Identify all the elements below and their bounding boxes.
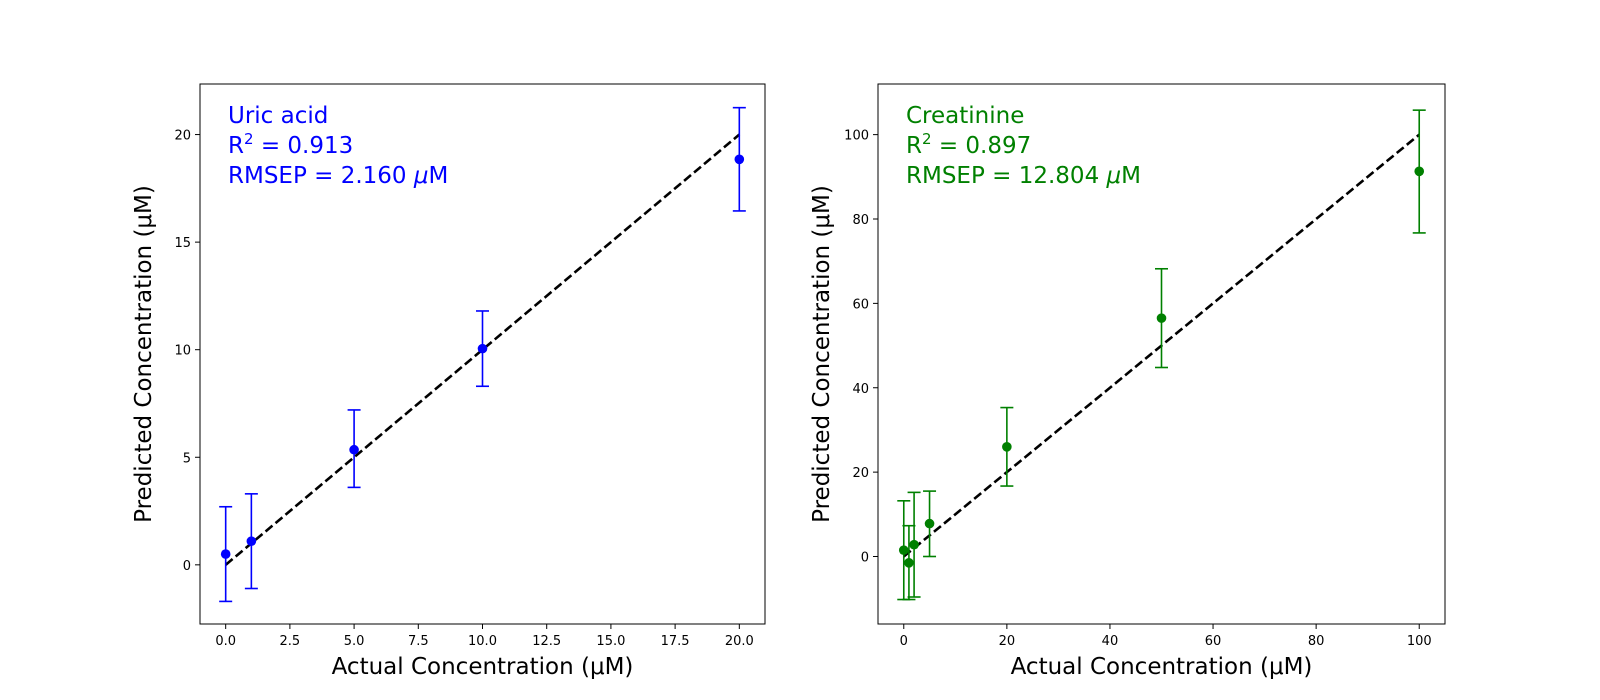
creatinine-axes-frame [877, 83, 1446, 625]
uric-acid-panel: 0.0 2.5 5.0 7.5 10.0 12.5 15.0 17.5 20.0 0 5 10 15 20… [131, 83, 766, 680]
uric-acid-x-tick-label: 10.0 [468, 634, 497, 649]
creatinine-annotation-rmsep: RMSEP = 12.804 μM [906, 163, 1141, 189]
uric-acid-data-point [349, 444, 359, 455]
uric-acid-y-tick-label: 5 [183, 451, 191, 466]
uric-acid-y-tick-label: 10 [174, 344, 191, 359]
uric-acid-r2-superscript: 2 [244, 130, 254, 148]
uric-acid-x-tick-label: 12.5 [532, 634, 561, 649]
creatinine-r2-label: R [906, 133, 922, 159]
uric-acid-y-axis-label: Predicted Concentration (μM) [131, 185, 157, 523]
uric-acid-x-tick-label: 17.5 [661, 634, 690, 649]
creatinine-data-point [1002, 442, 1012, 452]
uric-acid-annotation-r2: R2 = 0.913 [228, 130, 353, 159]
creatinine-rmsep-mu: μ [1106, 163, 1122, 189]
creatinine-y-axis-label: Predicted Concentration (μM) [809, 185, 835, 523]
creatinine-x-tick-label: 100 [1407, 634, 1432, 649]
uric-acid-r2-value: = 0.913 [254, 133, 354, 159]
creatinine-annotation-name: Creatinine [906, 103, 1024, 129]
creatinine-data-point [1156, 313, 1167, 323]
creatinine-data-point [924, 518, 935, 529]
uric-acid-y-tick-label: 15 [174, 236, 191, 251]
creatinine-r2-value: = 0.897 [932, 133, 1032, 159]
uric-acid-annotation-rmsep: RMSEP = 2.160 μM [228, 163, 448, 189]
creatinine-x-tick-label: 20 [999, 634, 1016, 649]
uric-acid-data-point [734, 154, 745, 165]
uric-acid-x-tick-label: 2.5 [280, 634, 301, 649]
uric-acid-y-tick-label: 20 [174, 129, 191, 144]
uric-acid-data-point [246, 536, 257, 546]
uric-acid-x-tick-label: 20.0 [725, 634, 754, 649]
creatinine-panel: 0 20 40 60 80 100 0 20 40 60 80 100 Actual Concentra… [809, 83, 1446, 680]
creatinine-y-tick-label: 100 [844, 129, 869, 144]
uric-acid-x-tick-label: 5.0 [344, 634, 365, 649]
uric-acid-rmsep-unit: M [429, 163, 449, 189]
uric-acid-ideal-line [224, 133, 741, 566]
uric-acid-x-tick-label: 0.0 [215, 634, 236, 649]
creatinine-y-tick-label: 20 [852, 466, 869, 481]
creatinine-x-tick-label: 60 [1205, 634, 1222, 649]
creatinine-data-point [904, 558, 914, 568]
uric-acid-x-tick-label: 15.0 [596, 634, 625, 649]
uric-acid-annotation-name: Uric acid [228, 103, 328, 129]
creatinine-data-point [1414, 166, 1425, 177]
creatinine-y-tick-label: 40 [852, 382, 869, 397]
creatinine-r2-superscript: 2 [922, 130, 932, 148]
creatinine-y-tick-label: 80 [852, 213, 869, 228]
creatinine-rmsep-unit: M [1121, 163, 1141, 189]
uric-acid-y-tick-label: 0 [183, 559, 191, 574]
creatinine-data-point [909, 539, 919, 550]
uric-acid-rmsep-label: RMSEP = 2.160 [228, 163, 414, 189]
creatinine-annotation-r2: R2 = 0.897 [906, 130, 1031, 159]
uric-acid-data-point [477, 343, 488, 354]
creatinine-rmsep-label: RMSEP = 12.804 [906, 163, 1107, 189]
uric-acid-data-point [220, 549, 231, 559]
uric-acid-x-axis-label: Actual Concentration (μM) [332, 654, 634, 680]
creatinine-y-tick-label: 0 [861, 551, 869, 566]
creatinine-data-point [898, 545, 909, 555]
uric-acid-rmsep-mu: μ [413, 163, 429, 189]
creatinine-x-tick-label: 0 [900, 634, 908, 649]
creatinine-x-tick-label: 80 [1308, 634, 1325, 649]
creatinine-x-tick-label: 40 [1102, 634, 1119, 649]
uric-acid-x-tick-label: 7.5 [408, 634, 429, 649]
uric-acid-r2-label: R [228, 133, 244, 159]
creatinine-y-tick-label: 60 [852, 297, 869, 312]
creatinine-x-axis-label: Actual Concentration (μM) [1011, 654, 1313, 680]
